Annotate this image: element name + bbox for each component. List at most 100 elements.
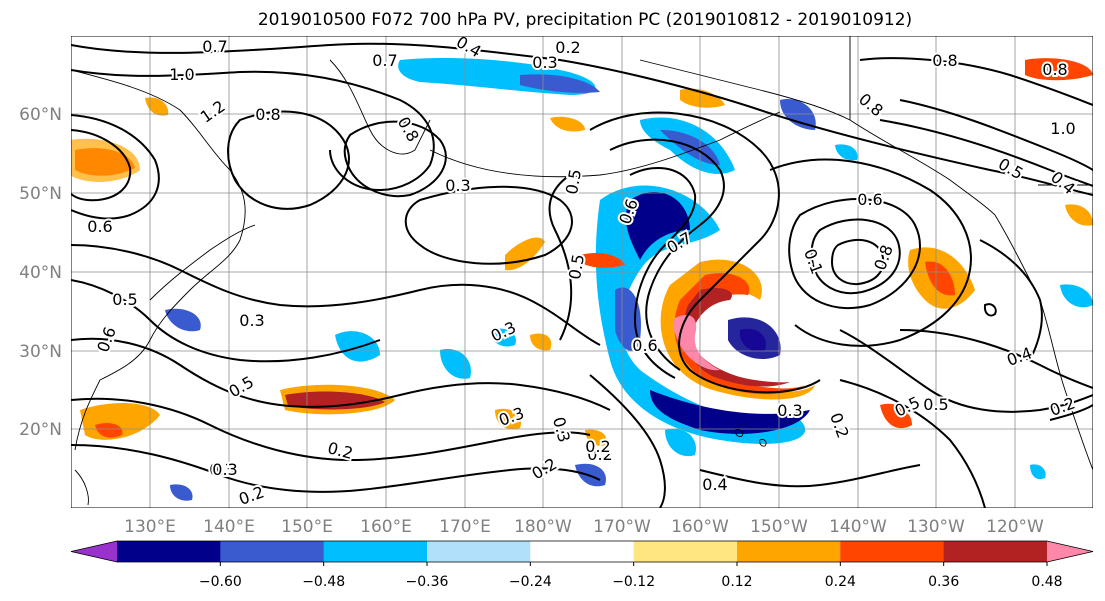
figure-title: 2019010500 F072 700 hPa PV, precipitatio… [258,10,912,30]
contour-22 [71,444,601,493]
lon-label: 150°E [281,517,333,537]
shade-pink-core [673,314,720,371]
contour-label: 1.0 [1050,119,1075,138]
shade-darkblue-alaska [660,130,720,165]
lat-label: 30°N [19,342,62,362]
shade-blue-mid [615,287,641,351]
shade-orange-small3 [530,333,552,351]
contour-label: 0.8 [1042,60,1067,79]
coast-border [849,36,1093,186]
shade-darkblue-core [728,317,781,360]
contour-28 [699,464,921,488]
contour-26 [839,379,986,508]
lon-label: 130°E [124,517,176,537]
map-panel: 0.7 1.0 1.2 0.8 0.7 0.4 0.2 0.3 0.8 0.8 … [71,36,1093,508]
colorbar: −0.60 −0.48 −0.36 −0.24 −0.12 0.12 0.24 0.36 0.4… [70,540,1094,590]
contour-label: 0.8 [255,105,280,124]
shade-darkblue-north [520,74,600,93]
contour-label: 0.7 [202,37,227,56]
lon-label: 170°E [439,517,491,537]
shade-orange-small2 [145,97,169,116]
contour-12 [810,218,901,295]
shade-orange-small1 [550,116,585,132]
contour-10 [629,166,697,379]
contour-29 [1049,404,1093,421]
colorbar-tick-label: −0.48 [302,574,345,590]
contour-21 [71,397,591,462]
coast-aleutians [429,111,781,178]
lon-label: 140°E [203,517,255,537]
colorbar-tick-label: −0.60 [199,574,242,590]
contour-24 [589,374,666,508]
coast-asia [71,69,246,451]
colorbar-tick-label: 0.24 [825,574,856,590]
coast-phil [74,469,89,506]
shade-orange-south3 [495,408,521,430]
contour-18 [71,244,601,346]
shade-blue-small [170,484,193,501]
contour-label: 1.0 [169,65,194,84]
shade-blue-mid2 [335,331,380,362]
contour-label: 0.3 [777,401,802,420]
contour-13 [830,238,885,286]
colorbar-segment [220,541,325,562]
contour-11 [788,198,921,310]
contour-17 [859,57,1093,106]
lon-label: 160°E [360,517,412,537]
lon-label: 150°W [750,517,808,537]
lon-label: 130°W [907,517,965,537]
contour-label: 0.3 [212,460,237,479]
contour-label: 0.7 [372,51,397,70]
shade-red-westpac [285,391,385,410]
shade-blue-mid3 [440,349,471,379]
shade-orange-south2 [585,429,607,446]
lat-label: 20°N [19,420,62,440]
contour-label: 0.3 [209,460,234,479]
shade-blue-east [1060,284,1093,308]
lat-label: 60°N [19,105,62,125]
lat-label: 40°N [19,263,62,283]
lon-label: 120°W [986,517,1044,537]
contour-label: 0.3 [532,53,557,72]
colorbar-tick-label: 0.12 [721,574,752,590]
colorbar-tick-label: 0.36 [928,574,959,590]
colorbar-segment [943,541,1048,562]
contour-label: 0.2 [555,38,580,57]
contour-label: 0.5 [923,395,948,414]
contour-20 [71,337,611,411]
colorbar-segment [323,541,428,562]
contour-27 [899,329,1093,389]
lat-label: 50°N [19,184,62,204]
contour-31 [983,303,997,317]
contour-25 [839,329,1093,413]
contour-14 [769,158,972,347]
shade-red-east [925,261,955,296]
contour-9 [609,138,725,371]
contour-4 [71,129,132,202]
contour-16 [879,119,1093,187]
contour-label: 0.4 [702,475,727,494]
contour-label: 0.6 [632,336,657,355]
precipitation-shading [71,58,1093,501]
contour-label: 0.8 [932,51,957,70]
colorbar-segment [633,541,738,562]
contour-1 [71,42,1093,196]
colorbar-tick-label: −0.12 [612,574,655,590]
colorbar-outline [70,540,1094,563]
colorbar-tick-label: 0.48 [1031,574,1062,590]
pv-contours [71,42,1093,508]
lat-axis: 60°N 50°N 40°N 30°N 20°N [19,105,62,440]
colorbar-extend-high [1047,541,1093,562]
shade-blue-jp [165,308,201,332]
contour-8 [589,111,821,394]
lon-label: 160°W [671,517,729,537]
coast-kamchatka [329,59,431,155]
colorbar-segment [117,541,221,562]
contour-6 [343,120,447,198]
shade-blue-far [1030,464,1046,480]
lon-label: 170°W [593,517,651,537]
contour-3 [71,114,160,220]
contour-label: 0.6 [87,217,112,236]
coastlines [71,36,1093,506]
shade-darkred-crescent [683,288,790,387]
